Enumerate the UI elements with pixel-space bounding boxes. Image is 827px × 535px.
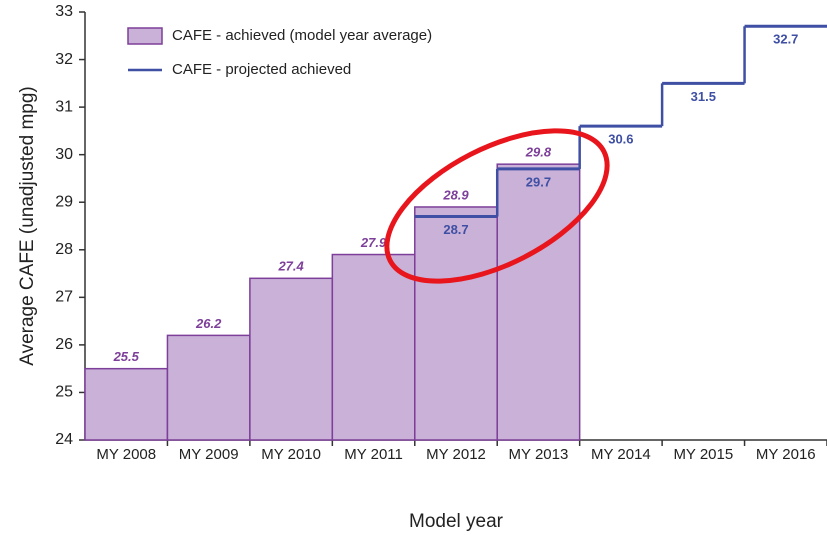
- x-tick-label: MY 2014: [590, 446, 651, 463]
- y-tick-label: 30: [55, 146, 73, 163]
- x-tick-label: MY 2009: [178, 446, 239, 463]
- step-value-label: 29.7: [526, 174, 551, 189]
- y-axis-label: Average CAFE (unadjusted mpg): [17, 86, 38, 366]
- legend-label: CAFE - projected achieved: [172, 61, 351, 78]
- highlight-ellipse: [384, 128, 610, 284]
- x-tick-label: MY 2013: [508, 446, 569, 463]
- legend-swatch: [127, 27, 163, 45]
- x-tick-label: MY 2008: [96, 446, 157, 463]
- y-tick-label: 25: [55, 384, 73, 401]
- bar-value-label: 26.2: [195, 316, 222, 331]
- bar-value-label: 28.9: [442, 187, 469, 202]
- x-tick-label: MY 2012: [426, 446, 486, 463]
- bar: [331, 253, 416, 441]
- bar: [496, 163, 581, 441]
- bar: [249, 277, 334, 441]
- bar-value-label: 25.5: [113, 349, 140, 364]
- bar: [166, 334, 251, 441]
- x-tick-label: MY 2010: [261, 446, 321, 463]
- y-tick-label: 24: [55, 431, 73, 448]
- step-value-label: 31.5: [691, 89, 716, 104]
- x-axis-label: Model year: [409, 511, 504, 532]
- step-value-label: 28.7: [443, 222, 468, 237]
- y-tick-label: 33: [55, 3, 73, 20]
- y-tick-label: 31: [55, 98, 73, 115]
- bar-value-label: 29.8: [525, 145, 552, 160]
- legend-label: CAFE - achieved (model year average): [172, 27, 432, 44]
- y-tick-label: 29: [55, 193, 73, 210]
- step-value-label: 30.6: [608, 132, 633, 147]
- y-tick-label: 32: [55, 51, 73, 68]
- y-tick-label: 27: [55, 289, 73, 306]
- y-tick-label: 26: [55, 336, 73, 353]
- bar: [414, 206, 498, 441]
- step-value-label: 32.7: [773, 32, 798, 47]
- bar: [84, 367, 169, 441]
- bar-value-label: 27.9: [360, 235, 387, 250]
- y-tick-label: 28: [55, 241, 73, 258]
- x-tick-label: MY 2015: [673, 446, 734, 463]
- x-tick-label: MY 2016: [755, 446, 816, 463]
- x-tick-label: MY 2011: [344, 446, 403, 463]
- bar-value-label: 27.4: [277, 259, 304, 274]
